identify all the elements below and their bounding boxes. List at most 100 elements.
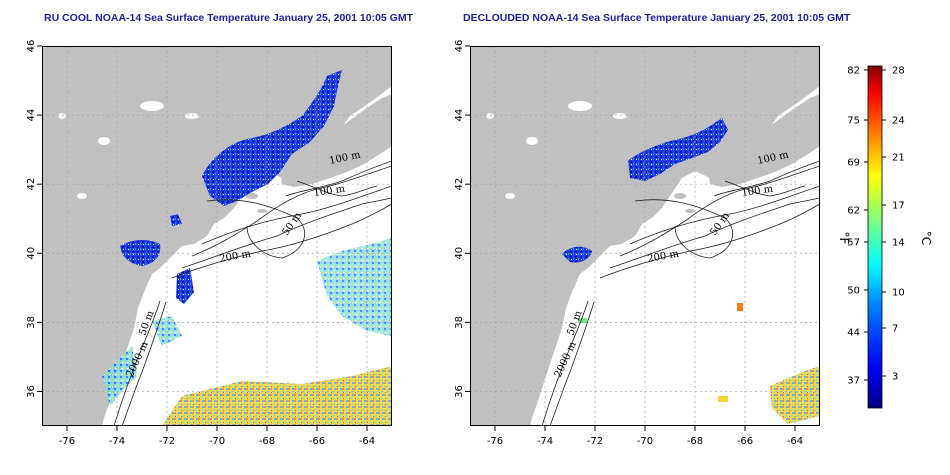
x-tick-label: -70 xyxy=(637,436,653,447)
sst-patch-gulf-of-maine xyxy=(202,70,342,206)
island xyxy=(182,226,198,232)
x-tick-label: -66 xyxy=(737,436,753,447)
colorbar-f-tick-label: 50 xyxy=(847,286,860,297)
colorbar-f-tick-label: 82 xyxy=(847,66,860,77)
lake xyxy=(486,113,494,119)
sst-patch-coast-south xyxy=(102,346,137,406)
y-tick-label: 42 xyxy=(26,178,37,191)
colorbar-f-tick-label: 37 xyxy=(847,376,860,387)
y-tick-label: 40 xyxy=(454,247,465,260)
colorbar: 82 75 69 62 57 50 44 37 28 24 21 17 14 10 7 3 °F °C xyxy=(837,66,933,409)
right-panel-title: DECLOUDED NOAA-14 Sea Surface Temperatur… xyxy=(463,12,851,24)
sst-patch-long-island xyxy=(120,240,161,266)
x-tick-label: -72 xyxy=(159,436,175,447)
island xyxy=(610,226,626,232)
island xyxy=(257,209,267,213)
depth-contour xyxy=(206,199,306,259)
island xyxy=(685,209,695,213)
colorbar-f-tick-label: 44 xyxy=(847,328,860,339)
lake xyxy=(58,113,66,119)
y-tick-label: 46 xyxy=(454,40,465,53)
island xyxy=(674,193,686,199)
x-tick-label: -74 xyxy=(109,436,125,447)
x-tick-label: -76 xyxy=(487,436,503,447)
x-tick-label: -70 xyxy=(209,436,225,447)
x-tick-label: -72 xyxy=(587,436,603,447)
y-tick-label: 40 xyxy=(26,247,37,260)
lake xyxy=(526,137,538,145)
lake xyxy=(140,101,164,111)
depth-contour xyxy=(113,300,161,426)
lake xyxy=(185,113,199,119)
sst-patch-gulf-of-maine xyxy=(628,118,728,181)
x-tick-label: -68 xyxy=(687,436,703,447)
sst-patch-small xyxy=(718,396,728,402)
colorbar-c-tick-label: 17 xyxy=(892,201,905,212)
y-tick-label: 44 xyxy=(26,109,37,122)
colorbar-gradient xyxy=(867,65,883,409)
lake xyxy=(505,193,515,199)
sst-patch-small xyxy=(578,318,587,323)
y-tick-label: 38 xyxy=(26,316,37,329)
depth-contour xyxy=(713,160,820,197)
land-mass-nova-scotia xyxy=(280,94,392,187)
island xyxy=(246,193,258,199)
colorbar-c-tick-label: 3 xyxy=(892,372,898,383)
x-tick-label: -64 xyxy=(787,436,803,447)
y-tick-label: 38 xyxy=(454,316,465,329)
x-tick-label: -64 xyxy=(359,436,375,447)
island xyxy=(166,234,178,238)
lake xyxy=(613,113,627,119)
depth-contour xyxy=(121,301,167,426)
celsius-axis-label: °C xyxy=(919,231,933,245)
colorbar-c-tick-label: 14 xyxy=(892,238,905,249)
sst-patch-long-island xyxy=(562,246,592,263)
colorbar-c-tick-label: 24 xyxy=(892,116,905,127)
depth-contour xyxy=(296,180,378,197)
lake xyxy=(568,101,592,111)
depth-contour xyxy=(609,197,820,269)
land-mass-us xyxy=(470,46,820,426)
x-tick-label: -68 xyxy=(259,436,275,447)
colorbar-f-tick-label: 75 xyxy=(847,116,860,127)
colorbar-f-tick-label: 57 xyxy=(847,238,860,249)
y-tick-label: 36 xyxy=(26,385,37,398)
x-tick-label: -66 xyxy=(309,436,325,447)
colorbar-c-tick-label: 7 xyxy=(892,324,898,335)
depth-contour xyxy=(285,160,392,197)
depth-contour xyxy=(171,203,392,279)
sst-patch-small xyxy=(737,303,743,311)
colorbar-c-tick-label: 28 xyxy=(892,66,905,77)
depth-contour xyxy=(599,203,820,279)
sst-patch-shelf xyxy=(176,268,194,304)
sst-patch-slope-east xyxy=(317,238,392,336)
depth-contour xyxy=(541,300,589,426)
colorbar-c-tick-label: 10 xyxy=(892,288,905,299)
lake xyxy=(98,137,110,145)
colorbar-f-tick-label: 69 xyxy=(847,158,860,169)
x-tick-label: -74 xyxy=(537,436,553,447)
fahrenheit-axis-label: °F xyxy=(837,232,851,245)
lake xyxy=(77,193,87,199)
x-tick-label: -76 xyxy=(59,436,75,447)
depth-contour xyxy=(629,185,820,245)
depth-contour xyxy=(619,165,820,257)
contour-label: 100 m xyxy=(313,184,346,199)
land-mass-nova-scotia xyxy=(708,94,820,187)
depth-contour xyxy=(191,165,392,257)
map-frame xyxy=(42,46,392,426)
depth-contour xyxy=(634,199,734,259)
y-tick-label: 44 xyxy=(454,109,465,122)
y-tick-label: 36 xyxy=(454,385,465,398)
depth-contour xyxy=(724,180,806,197)
y-tick-label: 42 xyxy=(454,178,465,191)
sst-patch-small xyxy=(170,214,182,226)
sst-patch-gulf-stream xyxy=(162,366,392,426)
left-panel-title: RU COOL NOAA-14 Sea Surface Temperature … xyxy=(44,12,414,24)
island xyxy=(594,234,606,238)
